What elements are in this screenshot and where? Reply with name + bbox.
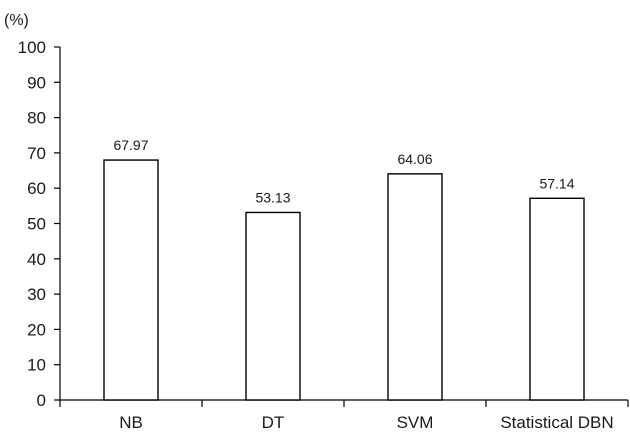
y-tick-label: 70 (27, 144, 46, 163)
category-label: NB (119, 413, 143, 432)
bar-svm (387, 173, 443, 401)
y-tick-label: 100 (18, 38, 46, 57)
y-axis: 0 10 20 30 40 50 60 70 80 90 100 (18, 38, 61, 410)
bar-dt (245, 211, 301, 401)
data-label: 53.13 (255, 189, 290, 205)
category-label: DT (262, 413, 285, 432)
data-labels: 67.97 53.13 64.06 57.14 (113, 137, 574, 205)
category-label: SVM (397, 413, 434, 432)
y-tick-label: 80 (27, 109, 46, 128)
bars (103, 159, 585, 401)
y-tick-label: 30 (27, 285, 46, 304)
y-tick-label: 60 (27, 179, 46, 198)
x-axis (59, 399, 629, 407)
y-tick-label: 50 (27, 215, 46, 234)
y-tick-label: 90 (27, 73, 46, 92)
data-label: 57.14 (539, 175, 574, 191)
y-axis-unit: (%) (4, 12, 29, 29)
bar-nb (103, 159, 159, 401)
bar-statistical-dbn (529, 197, 585, 401)
y-tick-label: 0 (37, 391, 46, 410)
category-label: Statistical DBN (500, 413, 613, 432)
category-labels: NB DT SVM Statistical DBN (119, 413, 614, 432)
y-tick-label: 40 (27, 250, 46, 269)
data-label: 67.97 (113, 137, 148, 153)
y-tick-label: 10 (27, 356, 46, 375)
data-label: 64.06 (397, 151, 432, 167)
y-tick-label: 20 (27, 320, 46, 339)
